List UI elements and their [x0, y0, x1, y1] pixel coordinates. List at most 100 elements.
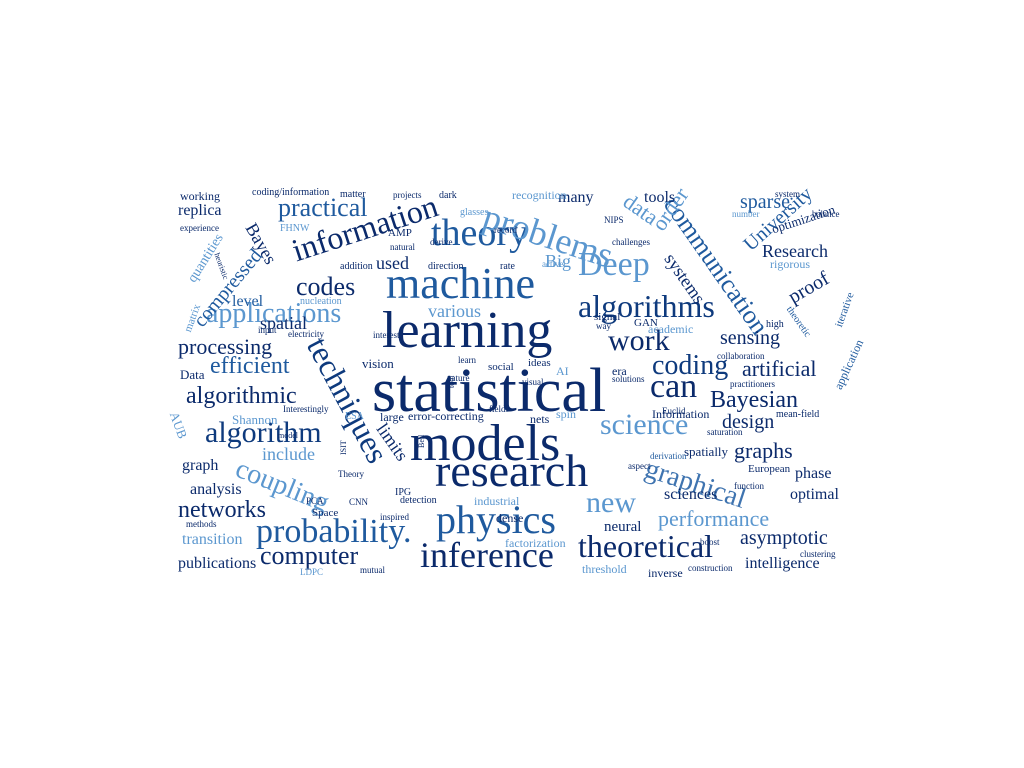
cloud-word: intelligence — [745, 555, 820, 572]
cloud-word: system — [775, 189, 801, 199]
cloud-word: Deep — [578, 246, 650, 283]
cloud-word: function — [734, 481, 764, 491]
cloud-word: inverse — [648, 566, 683, 580]
cloud-word: CNN — [349, 497, 369, 507]
cloud-word: era — [612, 364, 627, 378]
cloud-word: input — [258, 325, 277, 335]
cloud-word: Bell — [417, 434, 426, 448]
cloud-word: machine — [386, 259, 536, 308]
cloud-word: methods — [186, 519, 217, 529]
cloud-word: algorithmic — [186, 383, 297, 409]
cloud-word: practical — [278, 193, 368, 222]
cloud-word: phase — [795, 465, 832, 482]
cloud-word: IPG — [395, 487, 412, 498]
cloud-word: threshold — [582, 562, 627, 576]
cloud-word: dense — [496, 511, 524, 525]
cloud-word: rate — [500, 261, 515, 272]
cloud-word: iterative — [833, 290, 857, 329]
cloud-word: heuristic — [212, 251, 231, 281]
cloud-word: model — [278, 431, 298, 440]
cloud-word: Research — [762, 241, 828, 261]
cloud-word: models — [410, 415, 561, 472]
cloud-word: coding — [652, 350, 729, 381]
cloud-word: NIPS — [604, 215, 624, 225]
cloud-word: ideas — [528, 357, 551, 369]
cloud-word: nucleation — [300, 296, 342, 307]
cloud-word: social — [488, 361, 514, 373]
cloud-word: proof — [784, 267, 834, 309]
cloud-word: many — [558, 189, 594, 206]
cloud-word: clustering — [800, 549, 836, 559]
cloud-word: aspect — [628, 461, 651, 471]
cloud-word: nets — [530, 412, 550, 426]
cloud-word: application — [831, 337, 867, 392]
cloud-word: ISIT — [339, 440, 348, 455]
cloud-word: work — [608, 324, 670, 357]
cloud-word: sciences — [664, 486, 718, 503]
cloud-word: science — [600, 408, 689, 441]
cloud-word: learning — [382, 302, 553, 359]
cloud-word: working — [180, 189, 220, 203]
cloud-word: applications — [206, 298, 342, 329]
cloud-word: Space — [312, 507, 339, 519]
cloud-word: Big — [545, 251, 572, 271]
cloud-word: various — [428, 301, 481, 321]
cloud-word: signal — [594, 311, 621, 323]
cloud-word: nature — [447, 373, 470, 383]
cloud-word: asymptotic — [740, 527, 828, 549]
cloud-word: AMP — [388, 227, 412, 239]
cloud-word: Interestingly — [283, 404, 329, 414]
cloud-word: sparse — [740, 191, 790, 213]
cloud-word: algorithm — [205, 416, 322, 449]
cloud-word: projects — [393, 190, 422, 200]
cloud-word: practitioners — [730, 379, 775, 389]
cloud-word: publications — [178, 555, 257, 572]
cloud-word: glasses — [460, 207, 489, 218]
cloud-word: academic — [648, 322, 694, 336]
cloud-word: theoretic — [783, 304, 813, 340]
cloud-word: tools — [644, 189, 676, 206]
cloud-word: spatially — [684, 444, 729, 459]
cloud-word: Euclid — [662, 406, 686, 416]
cloud-word: high — [766, 319, 784, 330]
cloud-word: Information — [652, 407, 710, 421]
cloud-word: Shannon — [232, 412, 278, 427]
cloud-word: error-correcting — [408, 409, 484, 423]
cloud-word: European — [748, 463, 791, 475]
cloud-word: graphical — [641, 453, 750, 515]
cloud-word: research — [435, 445, 589, 496]
cloud-word: efficient — [210, 353, 290, 379]
cloud-word: derive — [430, 237, 453, 247]
cloud-word: vision — [362, 356, 394, 371]
cloud-word: derivation — [650, 451, 687, 461]
cloud-word: neural — [604, 519, 642, 535]
cloud-word: detection — [400, 495, 437, 506]
cloud-word: boost — [700, 537, 720, 547]
cloud-word: challenges — [612, 237, 650, 247]
cloud-word: sensing — [720, 327, 780, 349]
cloud-word: large — [380, 410, 404, 424]
cloud-word: way — [596, 321, 611, 331]
cloud-word: processing — [178, 334, 273, 359]
cloud-word: include — [262, 444, 315, 464]
cloud-word: spin — [556, 407, 577, 421]
cloud-word: PCA — [306, 496, 324, 506]
cloud-word: can — [650, 368, 698, 405]
cloud-word: industrial — [474, 494, 520, 508]
cloud-word: algorithms — [578, 288, 715, 324]
cloud-word: factorization — [505, 536, 566, 550]
cloud-word: Theory — [338, 469, 364, 479]
cloud-word: Bayesian — [710, 387, 798, 413]
cloud-word: spatial — [260, 313, 307, 333]
cloud-word: dark — [439, 190, 457, 201]
cloud-word: performance — [658, 506, 770, 531]
cloud-word: balance — [812, 209, 840, 219]
cloud-word: learn — [458, 355, 476, 365]
cloud-word: level — [232, 293, 264, 310]
cloud-word: transition — [182, 531, 243, 548]
cloud-word: ESA — [345, 411, 364, 422]
cloud-word: electricity — [288, 329, 324, 339]
cloud-word: recognition — [512, 188, 567, 202]
cloud-word: codes — [296, 272, 356, 301]
cloud-word: new — [586, 486, 636, 519]
